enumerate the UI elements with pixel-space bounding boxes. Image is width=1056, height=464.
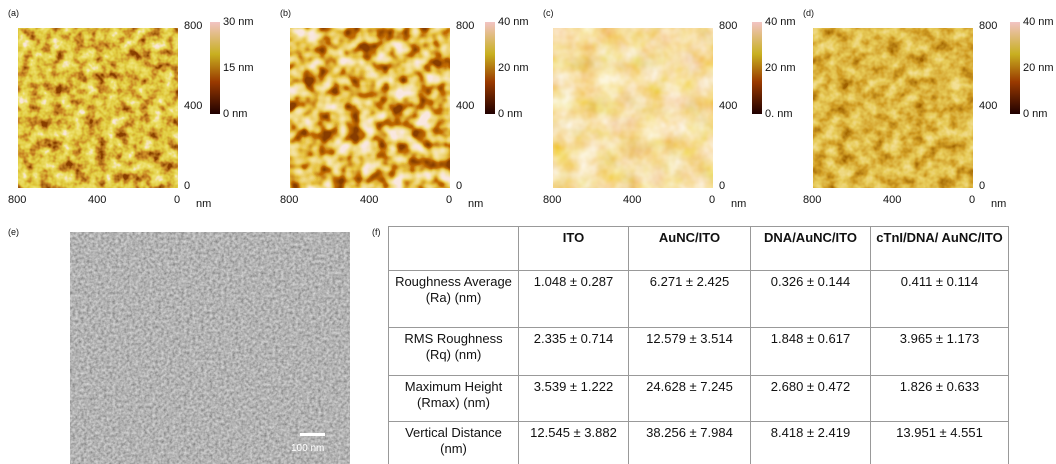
table-cell: 0.326 ± 0.144 [750, 270, 871, 328]
colorbar-label: 20 nm [498, 62, 529, 74]
panel-label: (a) [8, 8, 19, 18]
table-cell: 0.411 ± 0.114 [870, 270, 1009, 328]
table-cell: 38.256 ± 7.984 [628, 421, 751, 464]
x-tick-label: 400 [623, 194, 642, 206]
colorbar [210, 22, 220, 114]
x-tick-label: 400 [360, 194, 379, 206]
table-cell: 8.418 ± 2.419 [750, 421, 871, 464]
y-tick-label: 0 [184, 180, 191, 192]
x-tick-label: 800 [803, 194, 822, 206]
sem-image [70, 232, 350, 464]
table-row: RMS Roughness (Rq) (nm) 2.335 ± 0.714 12.5… [388, 327, 1009, 376]
colorbar [485, 22, 495, 114]
axis-unit: nm [468, 198, 484, 210]
table-cell: Maximum Height (Rmax) (nm) [388, 375, 519, 422]
panel-label: (c) [543, 8, 554, 18]
axis-unit: nm [991, 198, 1007, 210]
table-row: Maximum Height (Rmax) (nm) 3.539 ± 1.222 2… [388, 375, 1009, 422]
x-tick-label: 400 [883, 194, 902, 206]
x-tick-label: 0 [174, 194, 181, 206]
column-header: DNA/AuNC/ITO [750, 226, 871, 271]
table-cell: 13.951 ± 4.551 [870, 421, 1009, 464]
table-row: Roughness Average (Ra) (nm) 1.048 ± 0.287… [388, 270, 1009, 328]
colorbar-label: 20 nm [765, 62, 796, 74]
table-cell: 1.048 ± 0.287 [518, 270, 629, 328]
column-header [388, 226, 519, 271]
afm-image [18, 28, 178, 188]
table-cell: Vertical Distance (nm) [388, 421, 519, 464]
colorbar-label: 40 nm [498, 16, 529, 28]
y-tick-label: 400 [719, 100, 738, 112]
table-cell: 3.539 ± 1.222 [518, 375, 629, 422]
colorbar-label: 15 nm [223, 62, 254, 74]
table-cell: 1.826 ± 0.633 [870, 375, 1009, 422]
table-cell: 2.680 ± 0.472 [750, 375, 871, 422]
colorbar-label: 30 nm [223, 16, 254, 28]
table-cell: 12.545 ± 3.882 [518, 421, 629, 464]
column-header: ITO [518, 226, 629, 271]
x-tick-label: 800 [8, 194, 27, 206]
y-tick-label: 800 [184, 20, 203, 32]
scale-bar-label: 100 nm [291, 443, 325, 454]
header-row: ITO AuNC/ITO DNA/AuNC/ITO cTnI/DNA/ AuNC/IT… [388, 226, 1009, 271]
y-tick-label: 0 [979, 180, 986, 192]
table-cell: 1.848 ± 0.617 [750, 327, 871, 376]
colorbar-label: 0 nm [223, 108, 248, 120]
afm-image [813, 28, 973, 188]
y-tick-label: 400 [456, 100, 475, 112]
table-cell: 2.335 ± 0.714 [518, 327, 629, 376]
panel-label: (f) [372, 227, 381, 237]
afm-image [553, 28, 713, 188]
y-tick-label: 800 [456, 20, 475, 32]
y-tick-label: 800 [979, 20, 998, 32]
colorbar-label: 0 nm [1023, 108, 1048, 120]
column-header: cTnI/DNA/ AuNC/ITO [870, 226, 1009, 271]
colorbar-label: 0 nm [498, 108, 523, 120]
table-cell: 3.965 ± 1.173 [870, 327, 1009, 376]
x-tick-label: 800 [543, 194, 562, 206]
colorbar-label: 0. nm [765, 108, 793, 120]
x-tick-label: 400 [88, 194, 107, 206]
y-tick-label: 400 [184, 100, 203, 112]
axis-unit: nm [196, 198, 212, 210]
colorbar-label: 40 nm [765, 16, 796, 28]
x-tick-label: 0 [969, 194, 976, 206]
roughness-table: ITO AuNC/ITO DNA/AuNC/ITO cTnI/DNA/ AuNC/IT… [388, 226, 1009, 464]
table-cell: 24.628 ± 7.245 [628, 375, 751, 422]
colorbar-label: 40 nm [1023, 16, 1054, 28]
panel-label: (e) [8, 227, 19, 237]
y-tick-label: 0 [719, 180, 726, 192]
y-tick-label: 400 [979, 100, 998, 112]
x-tick-label: 800 [280, 194, 299, 206]
axis-unit: nm [731, 198, 747, 210]
table-row: Vertical Distance (nm) 12.545 ± 3.882 38.2… [388, 421, 1009, 464]
afm-image [290, 28, 450, 188]
y-tick-label: 800 [719, 20, 738, 32]
panel-label: (d) [803, 8, 814, 18]
y-tick-label: 0 [456, 180, 463, 192]
x-tick-label: 0 [709, 194, 716, 206]
colorbar [1010, 22, 1020, 114]
table-cell: 6.271 ± 2.425 [628, 270, 751, 328]
colorbar [752, 22, 762, 114]
colorbar-label: 20 nm [1023, 62, 1054, 74]
table-cell: 12.579 ± 3.514 [628, 327, 751, 376]
x-tick-label: 0 [446, 194, 453, 206]
panel-label: (b) [280, 8, 291, 18]
table-cell: Roughness Average (Ra) (nm) [388, 270, 519, 328]
column-header: AuNC/ITO [628, 226, 751, 271]
table-cell: RMS Roughness (Rq) (nm) [388, 327, 519, 376]
